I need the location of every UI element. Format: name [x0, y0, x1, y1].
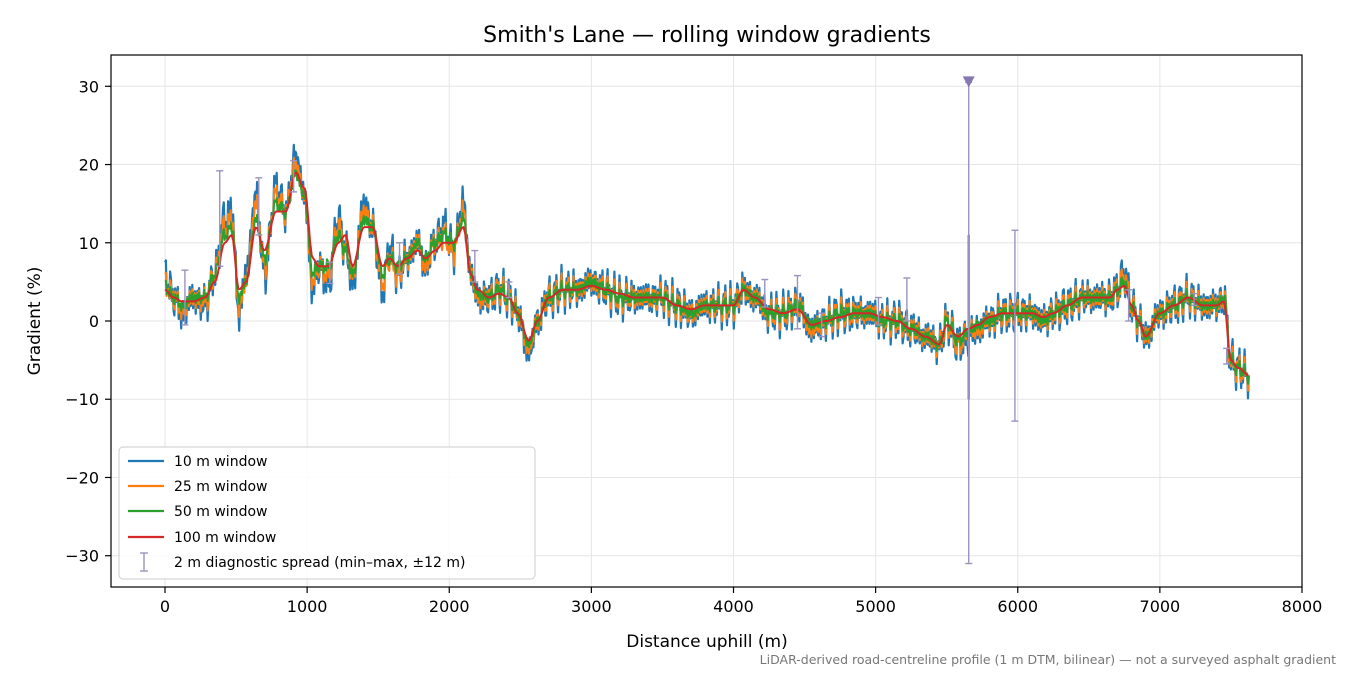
errorbar [1190, 292, 1198, 307]
legend-entry: 10 m window [174, 454, 267, 470]
data-source-note: LiDAR-derived road-centreline profile (1… [760, 652, 1336, 667]
y-axis-label: Gradient (%) [25, 267, 45, 376]
legend-entry: 50 m window [174, 504, 267, 520]
x-tick-label: 4000 [713, 597, 754, 616]
errorbar [793, 274, 801, 330]
out-of-range-marker [962, 76, 975, 88]
errorbar [255, 177, 263, 236]
x-tick-label: 6000 [997, 597, 1038, 616]
x-tick-label: 5000 [855, 597, 896, 616]
errorbar [761, 278, 769, 308]
y-axis-ticks: −30 −20 −10 0 10 20 30 [65, 77, 111, 566]
y-tick-label: 10 [79, 234, 99, 253]
y-tick-label: −10 [65, 390, 99, 409]
x-tick-label: 2000 [429, 597, 470, 616]
errorbar [216, 170, 224, 267]
legend-entry-errorbars: 2 m diagnostic spread (min–max, ±12 m) [174, 555, 465, 571]
errorbar [874, 296, 882, 326]
errorbar [181, 269, 189, 326]
legend-entry: 25 m window [174, 479, 267, 495]
series-line-4 [164, 171, 1249, 377]
x-tick-label: 1000 [287, 597, 328, 616]
chart-title: Smith's Lane — rolling window gradients [483, 23, 931, 48]
y-tick-label: 20 [79, 156, 99, 175]
legend-box [118, 446, 536, 580]
errorbar [396, 242, 404, 275]
x-tick-label: 7000 [1140, 597, 1181, 616]
x-axis-label: Distance uphill (m) [626, 632, 787, 652]
legend-entry: 100 m window [174, 530, 276, 546]
errorbar [1011, 229, 1019, 422]
x-tick-label: 0 [160, 597, 170, 616]
errorbar [818, 312, 826, 338]
x-axis-ticks: 0 1000 2000 3000 4000 5000 6000 7000 8000 [160, 587, 1322, 616]
y-tick-label: −30 [65, 547, 99, 566]
series-layer [164, 143, 1250, 400]
errorbar [326, 261, 334, 285]
errorbar [290, 159, 298, 193]
errorbar [471, 249, 479, 283]
errorbar [903, 277, 911, 322]
legend: 10 m window 25 m window 50 m window 100 m w… [118, 446, 536, 580]
x-tick-label: 8000 [1282, 597, 1323, 616]
y-tick-label: 0 [89, 312, 99, 331]
y-tick-label: 30 [79, 77, 99, 96]
x-tick-label: 3000 [571, 597, 612, 616]
y-tick-label: −20 [65, 468, 99, 487]
series-line-2 [164, 156, 1250, 392]
errorbar [1223, 347, 1231, 365]
errorbar [1125, 289, 1133, 322]
errorbar-layer [181, 76, 1231, 565]
errorbar [505, 281, 513, 299]
